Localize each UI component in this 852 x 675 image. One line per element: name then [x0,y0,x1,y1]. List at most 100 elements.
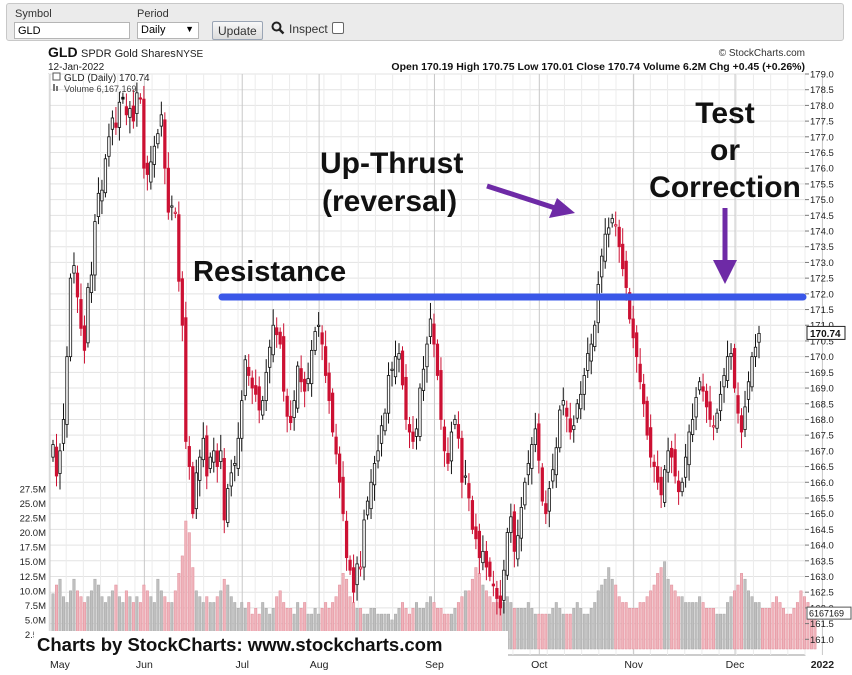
candle-body [261,400,265,416]
candle-body [201,437,205,461]
inspect-checkbox[interactable] [332,22,344,34]
volume-bar [628,608,632,650]
candle-body [330,392,335,433]
candle-body [180,278,184,326]
volume-bar [712,608,716,650]
volume-bar [781,608,785,650]
resistance-label: Resistance [193,256,346,288]
date-tick-label: Jun [136,659,153,671]
correction-label: Correction [649,171,801,204]
date-tick-label: Sep [425,659,444,671]
candle-body [138,97,142,100]
volume-bar [610,578,614,650]
candle-body [411,431,415,442]
volume-bar [530,608,534,650]
candle-body [421,368,426,391]
candle-body [456,424,461,439]
candle-body [372,463,377,486]
volume-bar [768,608,771,650]
volume-bar [666,578,670,650]
price-tick-label: 175.5 [810,179,834,190]
date-tick-label: Jul [236,659,249,671]
price-tick-label: 169.0 [810,384,834,395]
volume-bar [687,602,691,650]
candle-body [470,500,475,530]
candle-body [558,409,562,449]
candle-body [680,481,684,493]
volume-bar [649,590,653,650]
volume-bar [638,602,642,650]
update-button[interactable]: Update [212,21,263,40]
candle-body [757,333,761,343]
price-tick-label: 166.5 [810,462,834,473]
symbol-input[interactable] [14,22,130,39]
candle-body [753,346,758,358]
candle-body [257,386,261,411]
candle-body [673,449,677,477]
candle-body [610,218,614,224]
candle-body [512,511,516,552]
last-price-marker [806,325,846,340]
candle-body [149,161,153,183]
candle-body [687,431,691,466]
candle-body [285,395,289,417]
volume-bar [788,613,792,650]
candle-body [208,456,212,469]
volume-bar [607,567,611,650]
volume-bar [701,602,705,650]
chart-toolbar: Symbol Period Daily ▼ Update Inspect [6,3,844,41]
price-tick-label: 171.5 [810,305,834,316]
candle-body [572,425,576,430]
candle-body [386,375,391,414]
candle-body [310,349,314,385]
candle-body [746,381,751,400]
candle-body [278,331,282,345]
candle-body [397,353,401,360]
candle-body [600,255,604,278]
footer-background [34,631,508,657]
candle-body [663,469,667,503]
candle-body [86,287,90,344]
candle-body [652,461,656,467]
volume-tick-label: 27.5M [20,485,46,496]
volume-bar [747,590,750,650]
candle-body [107,136,111,157]
price-legend: GLD (Daily) 170.74 [64,73,150,84]
candle-body [509,516,513,533]
candle-body [166,167,170,213]
candle-body [393,356,398,378]
volume-bar [516,608,520,650]
chart-exchange: NYSE [176,49,204,60]
volume-tick-label: 22.5M [20,514,46,525]
candle-body [621,243,625,270]
volume-bar [547,613,551,650]
candle-body [638,363,642,383]
volume-bar [537,613,541,650]
volume-bar [645,596,649,650]
up-thrust-label: Up-Thrust [320,147,463,180]
candle-body [212,450,216,463]
volume-bar [624,602,628,650]
candle-body [683,456,688,478]
volume-bar [733,590,737,650]
candle-body [400,350,405,386]
volume-bar [761,608,764,650]
candle-body [229,472,233,487]
volume-bar [579,608,583,650]
candle-body [694,397,698,418]
candle-body [233,463,237,466]
candle-body [736,395,740,414]
candle-body [432,323,436,345]
candlestick-series [51,82,761,616]
candle-body [82,325,87,351]
candle-body [526,463,530,476]
candle-body [484,550,489,568]
candle-body [474,526,478,540]
volume-bar [754,602,757,650]
candle-body [292,400,296,418]
test-arrow [713,208,737,284]
period-select[interactable]: Daily ▼ [137,22,199,39]
candle-body [463,475,468,478]
candle-body [79,299,83,329]
volume-bar [659,567,663,650]
